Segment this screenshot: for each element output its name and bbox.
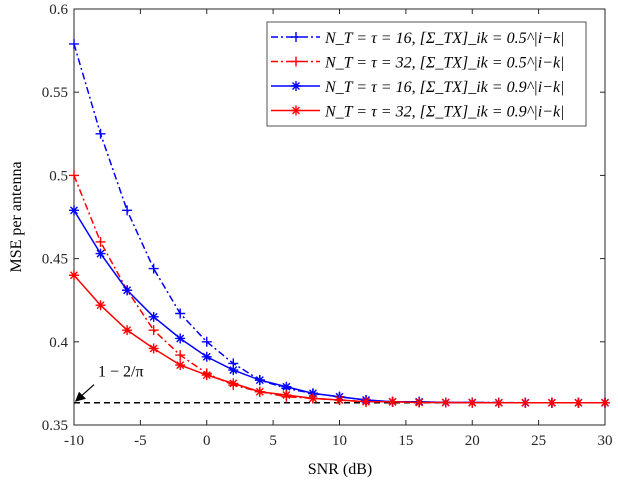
x-tick-label: 25 bbox=[531, 433, 546, 449]
asterisk-marker bbox=[520, 397, 531, 408]
legend-label: N_T = τ = 32, [Σ_TX]_ik = 0.5^|i−k| bbox=[324, 55, 564, 72]
y-tick-label: 0.35 bbox=[42, 418, 68, 434]
x-tick-label: 15 bbox=[398, 433, 413, 449]
y-tick-label: 0.6 bbox=[49, 2, 68, 18]
asterisk-marker bbox=[69, 205, 79, 216]
legend-label: N_T = τ = 16, [Σ_TX]_ik = 0.9^|i−k| bbox=[324, 79, 564, 96]
plus-marker bbox=[122, 205, 133, 216]
x-tick-label: -5 bbox=[134, 433, 147, 449]
asterisk-marker bbox=[573, 397, 584, 408]
y-tick-label: 0.55 bbox=[42, 85, 68, 101]
legend-label: N_T = τ = 32, [Σ_TX]_ik = 0.9^|i−k| bbox=[324, 104, 564, 121]
asterisk-marker bbox=[281, 390, 292, 401]
x-tick-label: 0 bbox=[203, 433, 211, 449]
asterisk-marker bbox=[175, 360, 186, 371]
y-tick-label: 0.5 bbox=[49, 168, 68, 184]
plus-marker bbox=[148, 325, 159, 336]
legend-item: N_T = τ = 16, [Σ_TX]_ik = 0.9^|i−k| bbox=[271, 79, 564, 96]
plus-marker bbox=[291, 32, 301, 42]
asterisk-marker bbox=[467, 397, 478, 408]
y-tick-label: 0.4 bbox=[49, 335, 68, 351]
reference-line-label: 1 − 2/π bbox=[98, 364, 144, 381]
x-tick-label: 5 bbox=[269, 433, 277, 449]
plus-marker bbox=[175, 350, 186, 361]
legend-item: N_T = τ = 32, [Σ_TX]_ik = 0.9^|i−k| bbox=[271, 104, 564, 121]
y-tick-label: 0.45 bbox=[42, 252, 68, 268]
x-tick-label: 30 bbox=[598, 433, 613, 449]
legend-box bbox=[266, 21, 587, 127]
x-tick-label: -10 bbox=[64, 433, 84, 449]
series-4 bbox=[69, 270, 610, 408]
asterisk-marker bbox=[546, 397, 557, 408]
legend-label: N_T = τ = 16, [Σ_TX]_ik = 0.5^|i−k| bbox=[324, 30, 564, 47]
y-axis-label: MSE per antenna bbox=[8, 161, 25, 272]
plus-marker bbox=[69, 170, 79, 181]
asterisk-marker bbox=[334, 395, 345, 406]
x-axis-label: SNR (dB) bbox=[308, 461, 372, 478]
asterisk-marker bbox=[148, 343, 159, 354]
asterisk-marker bbox=[95, 248, 106, 259]
asterisk-marker bbox=[175, 333, 186, 344]
plus-marker bbox=[201, 336, 212, 347]
asterisk-marker bbox=[600, 397, 610, 408]
plus-marker bbox=[69, 38, 79, 49]
asterisk-marker bbox=[69, 270, 79, 281]
reference-arrow-head-icon bbox=[75, 391, 86, 402]
asterisk-marker bbox=[122, 325, 133, 336]
plus-marker bbox=[291, 56, 301, 67]
asterisk-marker bbox=[228, 378, 239, 389]
asterisk-marker bbox=[291, 105, 301, 116]
plus-marker bbox=[95, 128, 106, 139]
asterisk-marker bbox=[201, 351, 212, 362]
asterisk-marker bbox=[95, 300, 106, 311]
asterisk-marker bbox=[414, 397, 425, 408]
asterisk-marker bbox=[201, 370, 212, 381]
legend-item: N_T = τ = 32, [Σ_TX]_ik = 0.5^|i−k| bbox=[271, 55, 564, 72]
asterisk-marker bbox=[254, 386, 265, 397]
plus-marker bbox=[95, 236, 106, 247]
asterisk-marker bbox=[307, 393, 318, 404]
asterisk-marker bbox=[291, 81, 301, 91]
asterisk-marker bbox=[122, 285, 133, 296]
plus-marker bbox=[148, 263, 159, 274]
asterisk-marker bbox=[148, 311, 159, 322]
x-tick-label: 20 bbox=[465, 433, 480, 449]
plus-marker bbox=[175, 308, 186, 319]
asterisk-marker bbox=[281, 381, 292, 392]
x-tick-label: 10 bbox=[332, 433, 347, 449]
asterisk-marker bbox=[493, 397, 504, 408]
asterisk-marker bbox=[387, 396, 398, 407]
asterisk-marker bbox=[440, 397, 451, 408]
asterisk-marker bbox=[361, 396, 372, 407]
legend-item: N_T = τ = 16, [Σ_TX]_ik = 0.5^|i−k| bbox=[271, 30, 564, 47]
asterisk-marker bbox=[228, 365, 239, 376]
asterisk-marker bbox=[254, 375, 265, 386]
